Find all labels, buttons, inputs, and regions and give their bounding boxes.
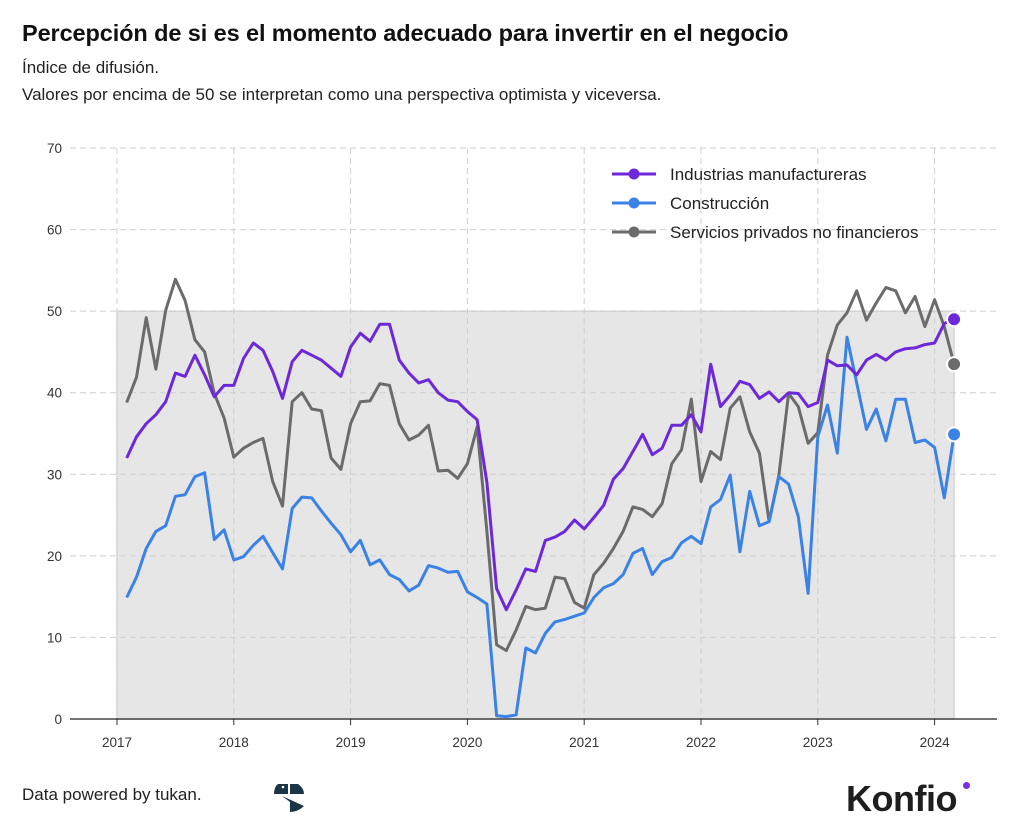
legend-item-1: Construcción — [612, 194, 769, 213]
shaded-band-0-50 — [116, 310, 955, 720]
series-line-2 — [125, 277, 956, 652]
tukan-logo — [274, 784, 304, 812]
y-tick-label: 40 — [47, 386, 62, 401]
y-tick-label: 70 — [47, 141, 62, 156]
data-credit: Data powered by tukan. — [22, 785, 202, 804]
legend-marker-icon — [628, 226, 640, 238]
konfio-logo: Konfio — [846, 778, 957, 819]
legend-label: Servicios privados no financieros — [670, 223, 919, 242]
legend-label: Construcción — [670, 194, 769, 213]
y-tick-label: 30 — [47, 467, 62, 482]
series-line-1 — [125, 335, 956, 719]
legend-item-2: Servicios privados no financieros — [612, 223, 919, 242]
y-tick-label: 10 — [47, 630, 62, 645]
x-tick-label: 2023 — [803, 735, 833, 750]
x-tick-label: 2018 — [219, 735, 249, 750]
y-tick-label: 60 — [47, 223, 62, 238]
chart-title: Percepción de si es el momento adecuado … — [22, 20, 789, 46]
x-tick-label: 2024 — [920, 735, 951, 750]
y-tick-label: 50 — [47, 304, 62, 319]
series-end-marker-2 — [946, 356, 963, 373]
legend-label: Industrias manufactureras — [670, 165, 867, 184]
legend-marker-icon — [628, 168, 640, 180]
konfio-logo-dot — [963, 782, 970, 789]
x-tick-label: 2022 — [686, 735, 716, 750]
x-tick-label: 2017 — [102, 735, 132, 750]
legend-marker-icon — [628, 197, 640, 209]
series-end-marker-0 — [946, 311, 963, 328]
series-line-0 — [125, 317, 955, 612]
chart-subtitle: Índice de difusión. — [22, 58, 160, 77]
series-end-marker-1 — [946, 426, 963, 443]
x-tick-label: 2021 — [569, 735, 599, 750]
x-tick-label: 2020 — [452, 735, 482, 750]
chart-note: Valores por encima de 50 se interpretan … — [22, 85, 662, 104]
y-tick-label: 20 — [47, 549, 62, 564]
x-tick-label: 2019 — [336, 735, 366, 750]
y-tick-label: 0 — [54, 712, 62, 727]
legend-item-0: Industrias manufactureras — [612, 165, 867, 184]
